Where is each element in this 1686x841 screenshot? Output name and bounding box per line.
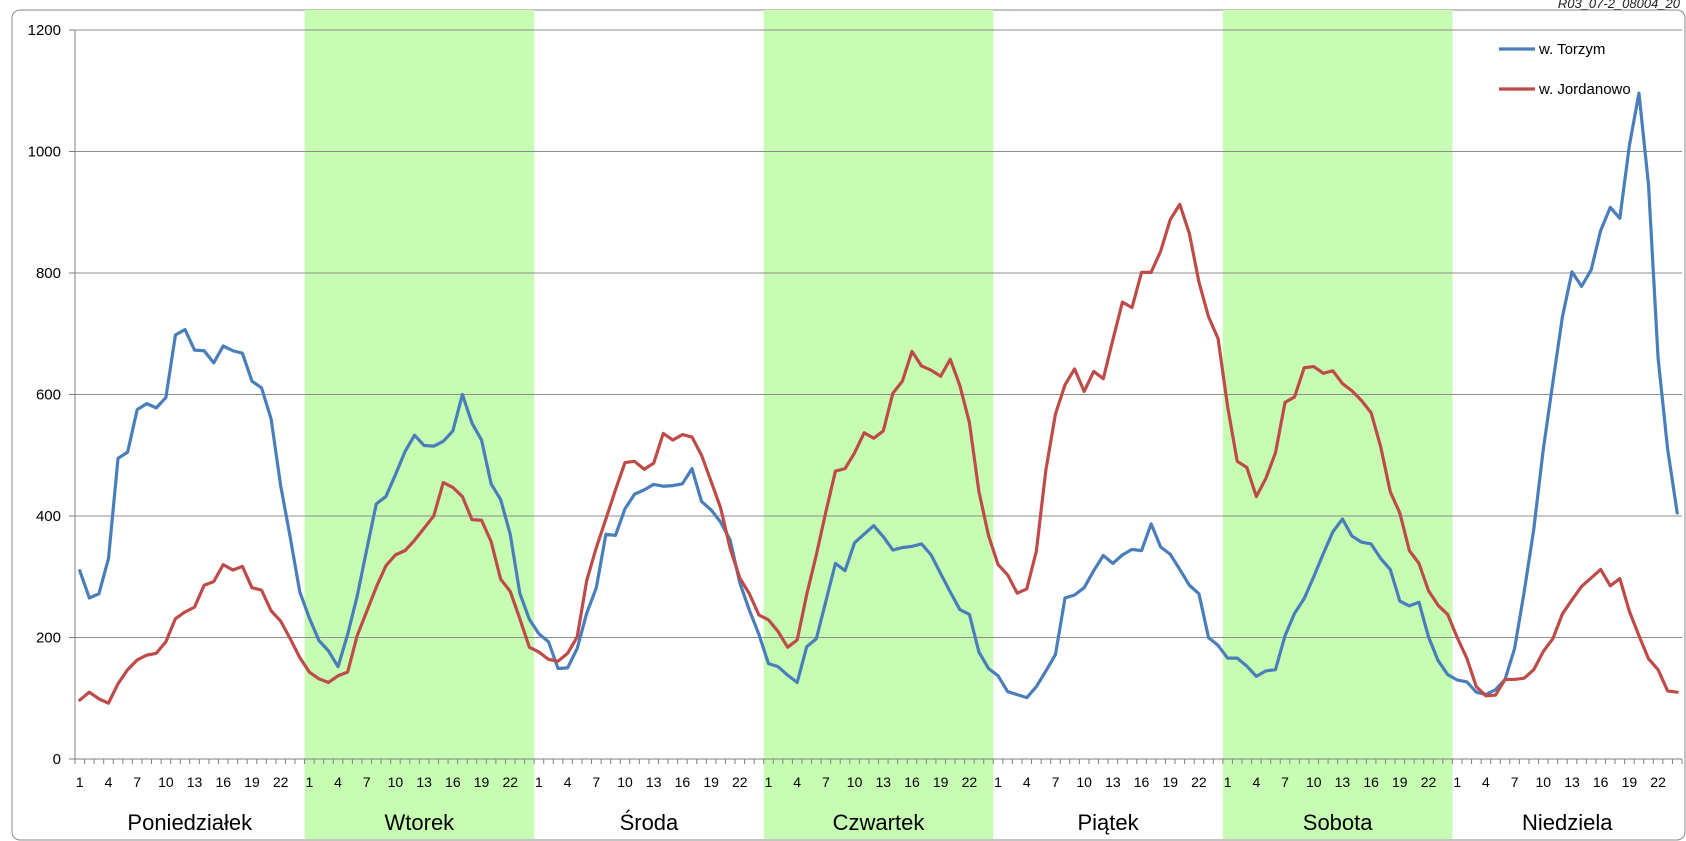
xtick-label: 4	[564, 774, 572, 790]
xtick-label: 4	[1252, 774, 1260, 790]
ytick-label-400: 400	[36, 508, 61, 525]
xtick-label: 19	[1392, 774, 1408, 790]
xtick-label: 16	[445, 774, 461, 790]
day-label-5: Piątek	[1077, 810, 1139, 835]
xtick-label: 13	[1335, 774, 1351, 790]
xtick-label: 1	[305, 774, 313, 790]
xtick-label: 13	[875, 774, 891, 790]
xtick-label: 19	[1162, 774, 1178, 790]
legend-label-1: w. Torzym	[1538, 41, 1605, 58]
day-label-2: Wtorek	[385, 810, 456, 835]
legend-label-2: w. Jordanowo	[1538, 81, 1631, 98]
xtick-label: 22	[1421, 774, 1437, 790]
xtick-label: 7	[363, 774, 371, 790]
xtick-label: 13	[416, 774, 432, 790]
ytick-label-1200: 1200	[28, 22, 61, 39]
day-band-4	[763, 10, 994, 839]
xtick-label: 13	[1105, 774, 1121, 790]
xtick-label: 10	[1306, 774, 1322, 790]
series-line-1	[78, 91, 1679, 700]
ytick-label-1000: 1000	[28, 144, 61, 161]
xtick-label: 4	[334, 774, 342, 790]
xtick-label: 16	[904, 774, 920, 790]
xtick-label: 7	[1281, 774, 1289, 790]
xtick-label: 10	[847, 774, 863, 790]
xtick-label: 7	[822, 774, 830, 790]
xtick-label: 4	[105, 774, 113, 790]
xtick-label: 4	[793, 774, 801, 790]
xtick-label: 7	[1511, 774, 1519, 790]
xtick-label: 22	[1650, 774, 1666, 790]
ytick-label-800: 800	[36, 265, 61, 282]
xtick-label: 22	[273, 774, 289, 790]
xtick-label: 16	[215, 774, 231, 790]
xtick-label: 13	[1564, 774, 1580, 790]
xtick-label: 22	[732, 774, 748, 790]
xtick-label: 10	[158, 774, 174, 790]
xtick-label: 22	[962, 774, 978, 790]
series-line-2	[78, 202, 1679, 705]
xtick-label: 10	[1076, 774, 1092, 790]
xtick-label: 22	[502, 774, 518, 790]
ytick-label-600: 600	[36, 387, 61, 404]
xtick-label: 7	[1052, 774, 1060, 790]
xtick-label: 7	[592, 774, 600, 790]
xtick-label: 7	[133, 774, 141, 790]
xtick-label: 16	[675, 774, 691, 790]
xtick-label: 13	[646, 774, 662, 790]
xtick-label: 1	[76, 774, 84, 790]
xtick-label: 10	[1536, 774, 1552, 790]
day-label-3: Środa	[620, 810, 679, 835]
xtick-label: 1	[535, 774, 543, 790]
chart-id-label: R03_07-2_08004_20	[1557, 0, 1680, 11]
xtick-label: 16	[1593, 774, 1609, 790]
day-band-6	[1222, 10, 1453, 839]
day-label-1: Poniedziałek	[127, 810, 253, 835]
xtick-label: 19	[244, 774, 260, 790]
xtick-label: 1	[1224, 774, 1232, 790]
xtick-label: 10	[388, 774, 404, 790]
xtick-label: 16	[1134, 774, 1150, 790]
xtick-label: 1	[765, 774, 773, 790]
xtick-label: 19	[474, 774, 490, 790]
day-label-4: Czwartek	[833, 810, 926, 835]
xtick-label: 19	[933, 774, 949, 790]
ytick-label-200: 200	[36, 630, 61, 647]
xtick-label: 19	[1622, 774, 1638, 790]
ytick-label-0: 0	[53, 751, 61, 768]
xtick-label: 22	[1191, 774, 1207, 790]
xtick-label: 10	[617, 774, 633, 790]
xtick-label: 19	[703, 774, 719, 790]
day-label-6: Sobota	[1303, 810, 1373, 835]
day-band-2	[304, 10, 535, 839]
xtick-label: 13	[187, 774, 203, 790]
xtick-label: 4	[1482, 774, 1490, 790]
xtick-label: 16	[1363, 774, 1379, 790]
day-label-7: Niedziela	[1522, 810, 1613, 835]
xtick-label: 1	[994, 774, 1002, 790]
xtick-label: 4	[1023, 774, 1031, 790]
xtick-label: 1	[1453, 774, 1461, 790]
